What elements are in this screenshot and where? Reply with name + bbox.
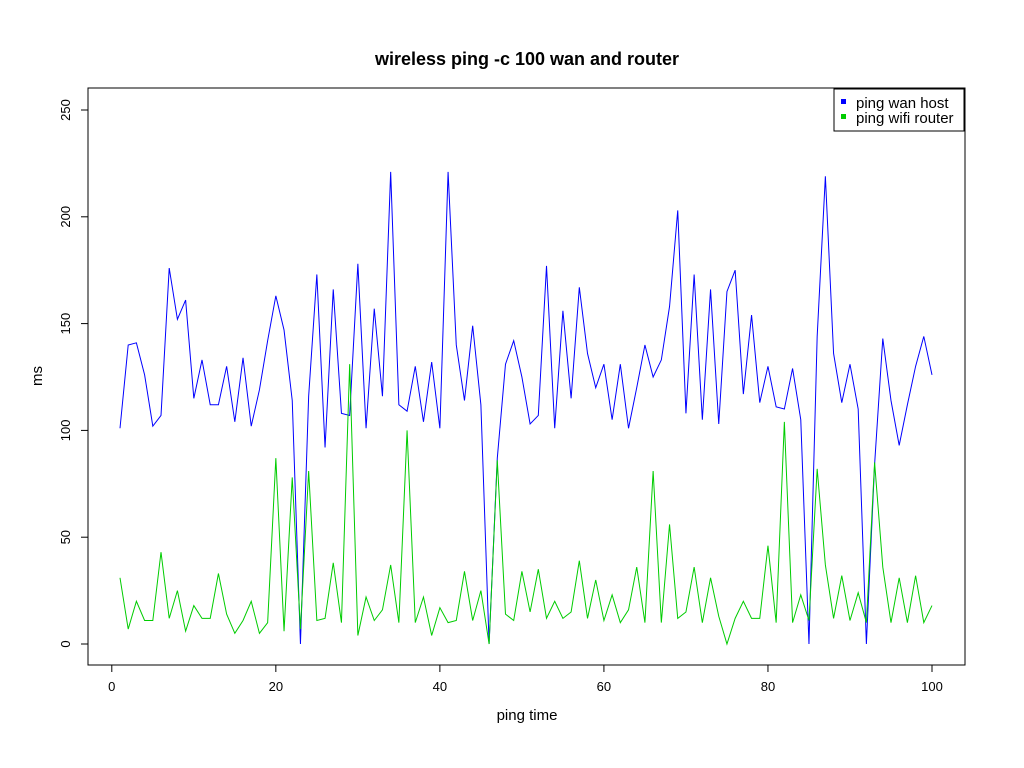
x-tick-label: 0 xyxy=(108,679,115,694)
x-tick-label: 40 xyxy=(433,679,447,694)
chart-title: wireless ping -c 100 wan and router xyxy=(374,49,679,69)
x-tick-label: 20 xyxy=(269,679,283,694)
y-tick-label: 50 xyxy=(58,530,73,544)
y-tick-label: 200 xyxy=(58,206,73,228)
legend-swatch-wan xyxy=(841,99,846,104)
legend-label-wan: ping wan host xyxy=(856,95,949,112)
legend-swatch-wifi xyxy=(841,114,846,119)
y-axis-label: ms xyxy=(29,366,46,386)
x-tick-label: 60 xyxy=(597,679,611,694)
series-line-wifi-router xyxy=(119,364,933,646)
y-axis: 0 50 100 150 200 250 xyxy=(58,99,89,648)
x-axis: 0 20 40 60 80 100 xyxy=(108,664,943,694)
y-tick-label: 250 xyxy=(58,99,73,121)
series-line-wan-host xyxy=(119,171,933,645)
y-tick-label: 150 xyxy=(58,313,73,335)
y-tick-label: 100 xyxy=(58,420,73,442)
x-tick-label: 80 xyxy=(761,679,775,694)
legend-label-wifi: ping wifi router xyxy=(856,110,954,127)
legend-box xyxy=(833,88,965,132)
y-tick-label: 0 xyxy=(58,640,73,647)
legend: ping wan host ping wifi router xyxy=(833,88,965,132)
x-tick-label: 100 xyxy=(921,679,943,694)
series-layer xyxy=(119,171,933,646)
x-axis-label: ping time xyxy=(497,707,558,724)
